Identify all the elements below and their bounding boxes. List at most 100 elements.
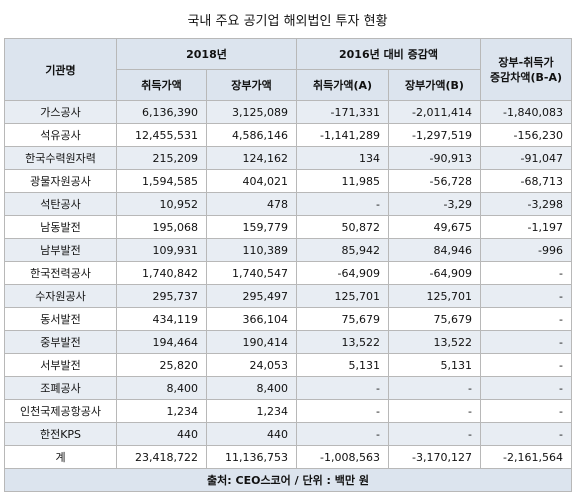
cell-org-name: 한전KPS — [4, 422, 117, 446]
cell-acq: 215,209 — [116, 146, 207, 170]
cell-acq: 1,594,585 — [116, 169, 207, 193]
cell-diff: -91,047 — [480, 146, 572, 170]
cell-chg-book: 49,675 — [388, 215, 481, 239]
cell-chg-book: -3,170,127 — [388, 445, 481, 469]
header-book-b: 장부가액(B) — [388, 69, 481, 101]
cell-book: 11,136,753 — [206, 445, 297, 469]
table-title: 국내 주요 공기업 해외법인 투자 현황 — [187, 13, 388, 29]
cell-chg-book: - — [388, 399, 481, 423]
cell-book: 110,389 — [206, 238, 297, 262]
cell-org-name: 서부발전 — [4, 353, 117, 377]
cell-org-name: 남부발전 — [4, 238, 117, 262]
cell-acq: 195,068 — [116, 215, 207, 239]
cell-chg-book: 125,701 — [388, 284, 481, 308]
cell-diff: - — [480, 284, 572, 308]
header-diff-line2: 증감차액(B-A) — [490, 70, 562, 84]
cell-acq: 434,119 — [116, 307, 207, 331]
header-org: 기관명 — [4, 38, 117, 101]
cell-chg-acq: 125,701 — [296, 284, 389, 308]
cell-org-name: 동서발전 — [4, 307, 117, 331]
cell-diff: - — [480, 422, 572, 446]
table-row: 남동발전 195,068 159,779 50,872 49,675 -1,197 — [4, 215, 572, 239]
cell-chg-acq: 85,942 — [296, 238, 389, 262]
cell-org-name: 한국수력원자력 — [4, 146, 117, 170]
cell-org-name: 한국전력공사 — [4, 261, 117, 285]
table-row: 한국수력원자력 215,209 124,162 134 -90,913 -91,047 — [4, 146, 572, 170]
cell-acq: 10,952 — [116, 192, 207, 216]
cell-book: 1,740,547 — [206, 261, 297, 285]
cell-diff: - — [480, 376, 572, 400]
cell-diff: -1,197 — [480, 215, 572, 239]
cell-chg-book: -90,913 — [388, 146, 481, 170]
cell-chg-acq: 75,679 — [296, 307, 389, 331]
cell-org-name: 가스공사 — [4, 100, 117, 124]
cell-org-name: 석탄공사 — [4, 192, 117, 216]
cell-chg-book: - — [388, 376, 481, 400]
table-row: 석유공사 12,455,531 4,586,146 -1,141,289 -1,297,… — [4, 123, 572, 147]
cell-acq: 194,464 — [116, 330, 207, 354]
cell-acq: 295,737 — [116, 284, 207, 308]
cell-book: 478 — [206, 192, 297, 216]
cell-chg-book: 75,679 — [388, 307, 481, 331]
header-diff-line1: 장부-취득가 — [498, 55, 554, 69]
cell-chg-acq: - — [296, 192, 389, 216]
cell-book: 124,162 — [206, 146, 297, 170]
cell-diff: - — [480, 330, 572, 354]
cell-book: 190,414 — [206, 330, 297, 354]
cell-org-name: 광물자원공사 — [4, 169, 117, 193]
cell-book: 24,053 — [206, 353, 297, 377]
cell-acq: 23,418,722 — [116, 445, 207, 469]
cell-diff: -3,298 — [480, 192, 572, 216]
cell-book: 295,497 — [206, 284, 297, 308]
cell-chg-book: -64,909 — [388, 261, 481, 285]
cell-diff: - — [480, 307, 572, 331]
header-2018: 2018년 — [116, 38, 297, 70]
cell-chg-acq: 50,872 — [296, 215, 389, 239]
cell-book: 8,400 — [206, 376, 297, 400]
header-acq-a: 취득가액(A) — [296, 69, 389, 101]
cell-org-name: 중부발전 — [4, 330, 117, 354]
cell-acq: 12,455,531 — [116, 123, 207, 147]
cell-org-name: 인천국제공항공사 — [4, 399, 117, 423]
cell-book: 440 — [206, 422, 297, 446]
cell-chg-book: - — [388, 422, 481, 446]
cell-diff: -68,713 — [480, 169, 572, 193]
cell-diff: - — [480, 399, 572, 423]
cell-book: 404,021 — [206, 169, 297, 193]
header-change: 2016년 대비 증감액 — [296, 38, 481, 70]
table-row: 중부발전 194,464 190,414 13,522 13,522- — [4, 330, 572, 354]
cell-acq: 440 — [116, 422, 207, 446]
table-row: 서부발전 25,820 24,053 5,131 5,131- — [4, 353, 572, 377]
cell-chg-acq: -171,331 — [296, 100, 389, 124]
header-acq: 취득가액 — [116, 69, 207, 101]
cell-org-name: 남동발전 — [4, 215, 117, 239]
cell-chg-acq: - — [296, 376, 389, 400]
table-row: 조폐공사 8,400 8,400- - - — [4, 376, 572, 400]
cell-chg-acq: -64,909 — [296, 261, 389, 285]
source-note: 출처: CEO스코어 / 단위 : 백만 원 — [4, 468, 572, 492]
cell-chg-book: 84,946 — [388, 238, 481, 262]
cell-chg-acq: - — [296, 399, 389, 423]
cell-org-name: 석유공사 — [4, 123, 117, 147]
table-row: 계 23,418,722 11,136,753 -1,008,563 -3,170,12… — [4, 445, 572, 469]
cell-chg-acq: 134 — [296, 146, 389, 170]
cell-chg-book: -56,728 — [388, 169, 481, 193]
cell-chg-book: -1,297,519 — [388, 123, 481, 147]
cell-chg-acq: -1,008,563 — [296, 445, 389, 469]
cell-chg-acq: 13,522 — [296, 330, 389, 354]
table-row: 수자원공사 295,737 295,497 125,701 125,701- — [4, 284, 572, 308]
cell-acq: 109,931 — [116, 238, 207, 262]
table-row: 가스공사 6,136,390 3,125,089 -171,331 -2,011,414… — [4, 100, 572, 124]
cell-acq: 1,740,842 — [116, 261, 207, 285]
cell-diff: -156,230 — [480, 123, 572, 147]
cell-diff: -996 — [480, 238, 572, 262]
cell-book: 3,125,089 — [206, 100, 297, 124]
cell-acq: 6,136,390 — [116, 100, 207, 124]
table-row: 인천국제공항공사 1,234 1,234- - - — [4, 399, 572, 423]
cell-acq: 25,820 — [116, 353, 207, 377]
cell-org-name: 계 — [4, 445, 117, 469]
cell-chg-book: 13,522 — [388, 330, 481, 354]
cell-org-name: 조폐공사 — [4, 376, 117, 400]
table-row: 석탄공사 10,952 478- -3,29 -3,298 — [4, 192, 572, 216]
